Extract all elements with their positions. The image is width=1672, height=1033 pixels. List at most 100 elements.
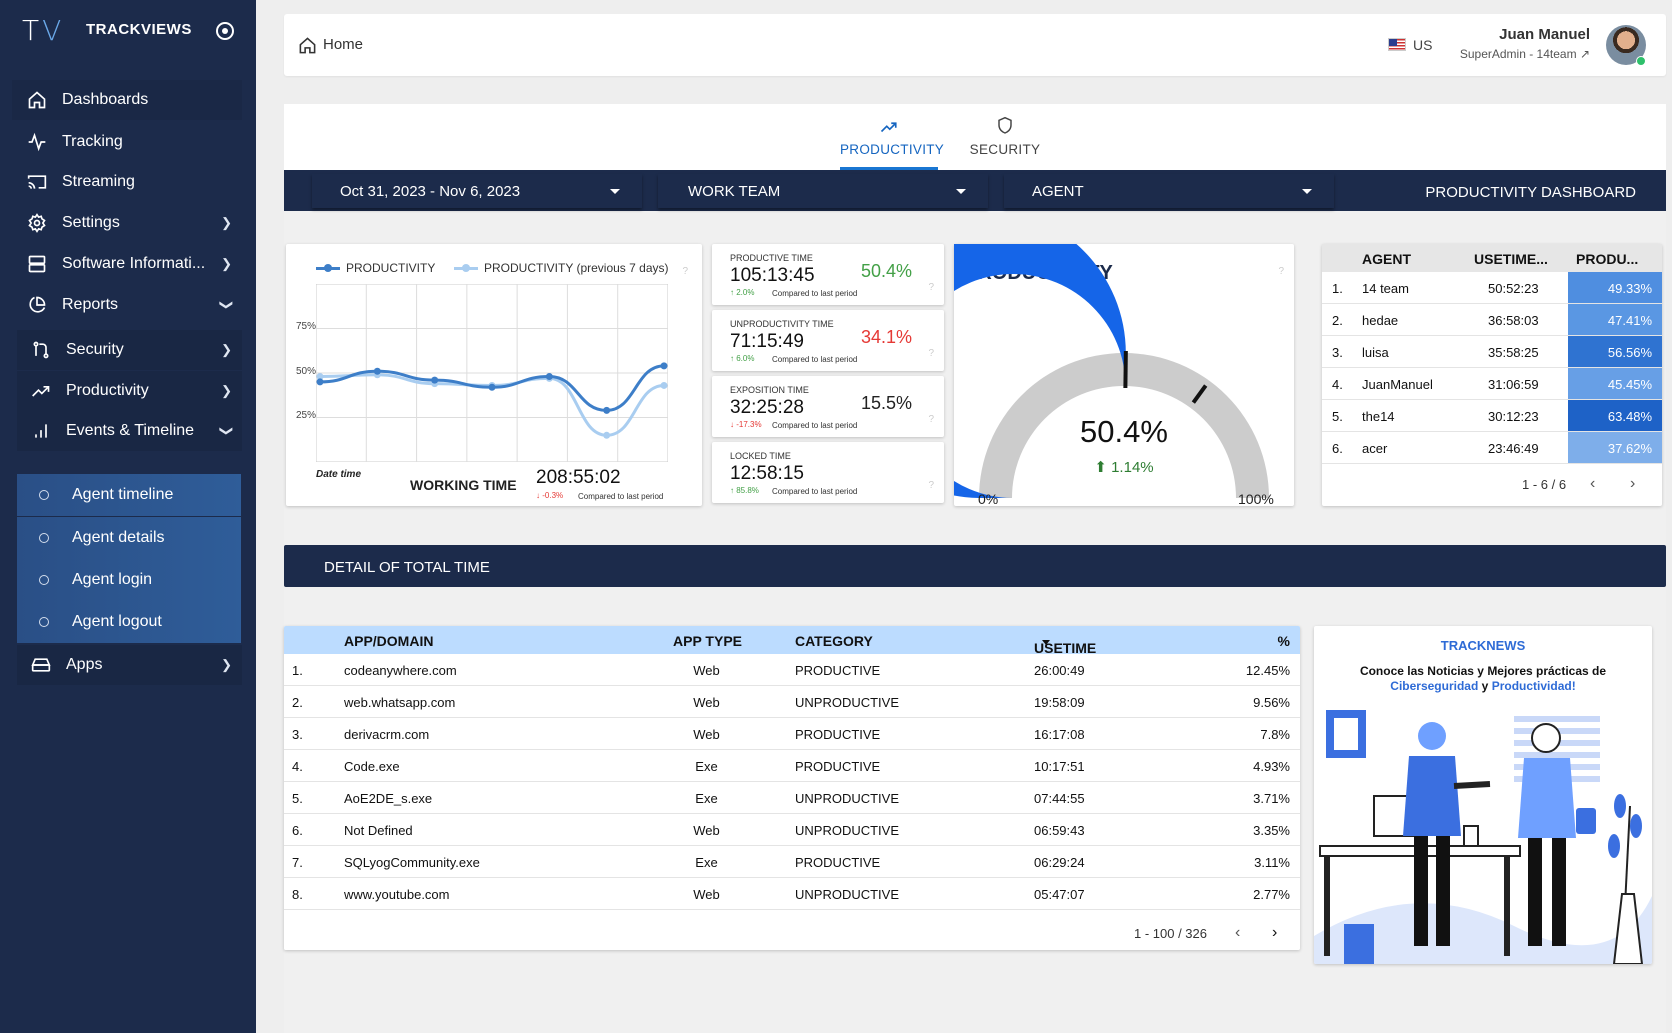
tab-security[interactable]: SECURITY	[956, 104, 1054, 170]
logo[interactable]: TV	[22, 14, 65, 47]
app-domain: Not Defined	[344, 823, 413, 838]
table-row[interactable]: 2. hedae 36:58:03 47.41%	[1322, 304, 1662, 336]
column-header-app[interactable]: APP/DOMAIN	[344, 633, 434, 649]
agent-productivity: 49.33%	[1568, 272, 1662, 303]
table-row[interactable]: 1. codeanywhere.com Web PRODUCTIVE 26:00…	[284, 654, 1300, 686]
app-percent: 3.11%	[1254, 855, 1290, 870]
breadcrumb[interactable]: Home	[323, 36, 364, 53]
target-icon[interactable]	[216, 22, 234, 40]
data-point	[603, 431, 611, 439]
trending-up-icon	[840, 104, 938, 134]
column-header-productivity[interactable]: PRODU...	[1576, 251, 1639, 267]
chevron-right-icon[interactable]: ›	[1272, 924, 1278, 941]
agent-usetime: 50:52:23	[1488, 281, 1539, 296]
sidebar-item-security[interactable]: Security ❯	[17, 330, 242, 370]
legend-current[interactable]: PRODUCTIVITY	[316, 261, 435, 275]
gauge-target-marker	[1191, 384, 1208, 404]
app-domain: AoE2DE_s.exe	[344, 791, 433, 806]
app-percent: 3.71%	[1253, 791, 1290, 806]
app-percent: 9.56%	[1253, 695, 1290, 710]
table-row[interactable]: 3. derivacrm.com Web PRODUCTIVE 16:17:08…	[284, 718, 1300, 750]
app-type: Exe	[695, 855, 718, 870]
help-icon[interactable]: ?	[682, 266, 688, 277]
column-header-usetime[interactable]: USETIME...	[1474, 251, 1548, 267]
help-icon[interactable]: ?	[928, 414, 934, 425]
table-row[interactable]: 3. luisa 35:58:25 56.56%	[1322, 336, 1662, 368]
user-name[interactable]: Juan Manuel	[1499, 26, 1590, 43]
data-point	[488, 383, 496, 391]
table-row[interactable]: 6. acer 23:46:49 37.62%	[1322, 432, 1662, 464]
metric-card: LOCKED TIME 12:58:15 ↑ 85.8% Compared to…	[712, 442, 944, 503]
working-time-compare: Compared to last period	[578, 492, 664, 501]
app-usetime: 06:29:24	[1034, 855, 1085, 870]
gauge-max-label: 100%	[1238, 491, 1274, 507]
column-header-app-type[interactable]: APP TYPE	[673, 633, 742, 649]
tab-productivity[interactable]: PRODUCTIVITY	[840, 104, 944, 170]
sidebar-item-productivity[interactable]: Productivity ❯	[17, 371, 242, 411]
row-number: 5.	[1332, 409, 1343, 424]
column-header-agent[interactable]: AGENT	[1362, 251, 1411, 267]
country-selector[interactable]: US	[1413, 37, 1433, 53]
legend-previous[interactable]: PRODUCTIVITY (previous 7 days)	[454, 261, 669, 275]
chevron-left-icon[interactable]: ‹	[1235, 924, 1241, 941]
date-range-select[interactable]: Oct 31, 2023 - Nov 6, 2023	[312, 174, 642, 208]
work-team-select[interactable]: WORK TEAM	[658, 174, 988, 208]
chevron-left-icon[interactable]: ‹	[1590, 475, 1596, 492]
agent-name: 14 team	[1362, 281, 1409, 296]
column-header-category[interactable]: CATEGORY	[795, 633, 873, 649]
dashboard-title: PRODUCTIVITY DASHBOARD	[1425, 184, 1636, 201]
table-row[interactable]: 4. Code.exe Exe PRODUCTIVE 10:17:51 4.93…	[284, 750, 1300, 782]
table-row[interactable]: 4. JuanManuel 31:06:59 45.45%	[1322, 368, 1662, 400]
table-row[interactable]: 8. www.youtube.com Web UNPRODUCTIVE 05:4…	[284, 878, 1300, 910]
sidebar-subitem-agent-timeline[interactable]: Agent timeline	[17, 474, 241, 516]
sort-desc-icon	[1042, 640, 1050, 645]
tracknews-banner[interactable]: TRACKNEWS Conoce las Noticias y Mejores …	[1314, 626, 1652, 964]
news-title: TRACKNEWS	[1440, 638, 1526, 653]
sidebar-item-apps[interactable]: Apps ❯	[17, 645, 242, 685]
sidebar-subitem-agent-logout[interactable]: Agent logout	[17, 601, 241, 643]
line-chart-plot	[316, 284, 668, 462]
gauge-fill	[954, 244, 1126, 498]
table-row[interactable]: 1. 14 team 50:52:23 49.33%	[1322, 272, 1662, 304]
shield-icon	[956, 104, 1054, 134]
bar-chart-icon	[30, 420, 52, 442]
sidebar-item-software-information[interactable]: Software Informati... ❯	[12, 244, 242, 284]
help-icon[interactable]: ?	[928, 348, 934, 359]
sidebar-item-label: Tracking	[62, 133, 123, 150]
agent-select[interactable]: AGENT	[1004, 174, 1334, 208]
chevron-right-icon: ❯	[221, 383, 232, 398]
help-icon[interactable]: ?	[1278, 266, 1284, 277]
agent-usetime: 35:58:25	[1488, 345, 1539, 360]
metric-compare: Compared to last period	[772, 289, 858, 298]
cast-icon	[26, 171, 48, 193]
app-type: Web	[693, 887, 720, 902]
brand-name: TRACKVIEWS	[86, 21, 192, 38]
y-tick-label: 75%	[296, 321, 317, 332]
sidebar-subitem-agent-details[interactable]: Agent details	[17, 517, 241, 559]
chevron-down-icon: ❯	[219, 299, 235, 311]
table-row[interactable]: 7. SQLyogCommunity.exe Exe PRODUCTIVE 06…	[284, 846, 1300, 878]
app-usetime: 10:17:51	[1034, 759, 1085, 774]
sidebar-item-reports[interactable]: Reports ❯	[12, 285, 242, 325]
sidebar-item-settings[interactable]: Settings ❯	[12, 203, 242, 243]
table-row[interactable]: 6. Not Defined Web UNPRODUCTIVE 06:59:43…	[284, 814, 1300, 846]
sidebar-item-streaming[interactable]: Streaming	[12, 162, 242, 202]
table-row[interactable]: 5. the14 30:12:23 63.48%	[1322, 400, 1662, 432]
app-domain: derivacrm.com	[344, 727, 430, 742]
us-flag-icon[interactable]	[1388, 38, 1406, 51]
sidebar-item-tracking[interactable]: Tracking	[12, 122, 242, 162]
home-icon	[26, 89, 48, 111]
help-icon[interactable]: ?	[928, 282, 934, 293]
agent-table-pagination: 1 - 6 / 6	[1522, 477, 1567, 492]
sidebar-subitem-agent-login[interactable]: Agent login	[17, 559, 241, 601]
metric-delta: ↓ -17.3%	[730, 420, 762, 429]
sidebar-item-events-timeline[interactable]: Events & Timeline ❯	[17, 411, 242, 451]
table-row[interactable]: 2. web.whatsapp.com Web UNPRODUCTIVE 19:…	[284, 686, 1300, 718]
app-type: Web	[693, 695, 720, 710]
help-icon[interactable]: ?	[928, 480, 934, 491]
sidebar-item-dashboards[interactable]: Dashboards	[12, 80, 242, 120]
chevron-right-icon[interactable]: ›	[1630, 475, 1636, 492]
column-header-percent[interactable]: %	[1277, 633, 1290, 649]
app-usetime: 16:17:08	[1034, 727, 1085, 742]
table-row[interactable]: 5. AoE2DE_s.exe Exe UNPRODUCTIVE 07:44:5…	[284, 782, 1300, 814]
